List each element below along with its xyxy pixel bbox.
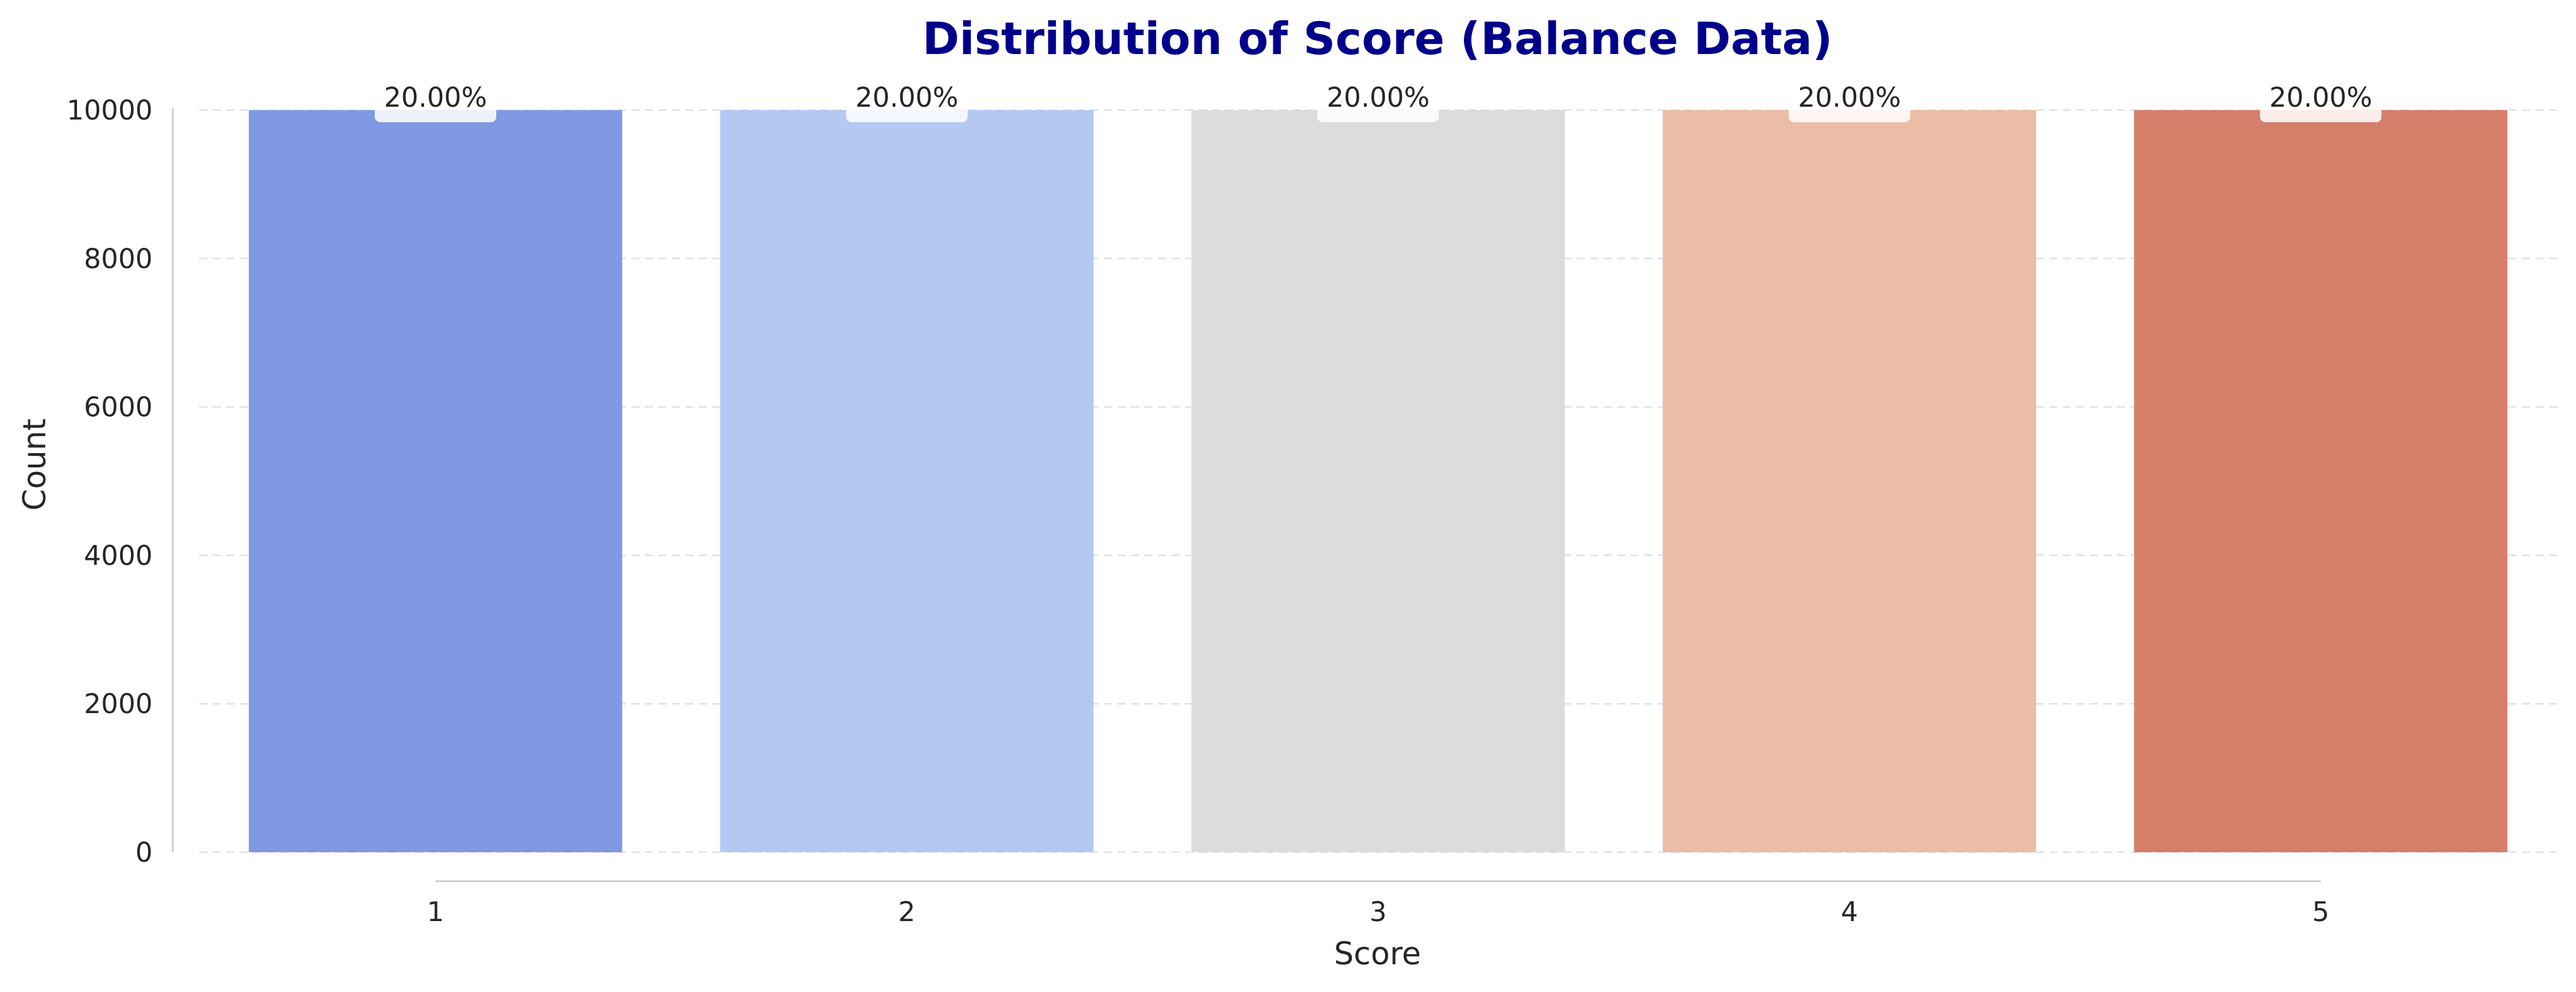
data-label-group: 20.00% bbox=[846, 82, 968, 122]
bar-5 bbox=[2134, 110, 2508, 852]
y-tick-labels: 0 2000 4000 6000 8000 10000 bbox=[67, 95, 153, 868]
data-label-box bbox=[2260, 82, 2382, 122]
bar-4 bbox=[1662, 110, 2036, 852]
bars bbox=[248, 110, 2508, 852]
y-tick-label: 8000 bbox=[84, 244, 153, 275]
x-tick-label: 1 bbox=[427, 897, 444, 928]
chart-title: Distribution of Score (Balance Data) bbox=[922, 13, 1833, 65]
y-tick-label: 10000 bbox=[67, 95, 153, 126]
data-label: 20.00% bbox=[1327, 82, 1430, 113]
x-tick-label: 4 bbox=[1841, 897, 1858, 928]
data-label: 20.00% bbox=[856, 82, 959, 113]
data-label-group: 20.00% bbox=[2260, 82, 2382, 122]
y-tick-label: 6000 bbox=[84, 392, 153, 423]
data-label-group: 20.00% bbox=[375, 82, 496, 122]
bar-3 bbox=[1191, 110, 1565, 852]
axes bbox=[172, 108, 2321, 883]
x-tick-label: 3 bbox=[1369, 897, 1386, 928]
y-tick-label: 4000 bbox=[84, 540, 153, 571]
data-label: 20.00% bbox=[2269, 82, 2373, 113]
x-tick-labels: 1 2 3 4 5 bbox=[427, 897, 2329, 928]
data-label-box bbox=[846, 82, 968, 122]
data-labels: 20.00% 20.00% 20.00% 20.00% 20.00% bbox=[375, 82, 2382, 122]
x-axis-label: Score bbox=[1334, 935, 1421, 972]
y-tick-label: 0 bbox=[136, 837, 153, 868]
bar-1 bbox=[248, 110, 623, 852]
data-label-group: 20.00% bbox=[1789, 82, 1910, 122]
x-tick-label: 5 bbox=[2312, 897, 2329, 928]
data-label-box bbox=[375, 82, 496, 122]
data-label-box bbox=[1789, 82, 1910, 122]
data-label-box bbox=[1317, 82, 1439, 122]
y-tick-label: 2000 bbox=[84, 689, 153, 720]
y-axis-label: Count bbox=[16, 419, 53, 511]
data-label: 20.00% bbox=[384, 82, 488, 113]
x-tick-label: 2 bbox=[898, 897, 915, 928]
bar-2 bbox=[720, 110, 1094, 852]
data-label-group: 20.00% bbox=[1317, 82, 1439, 122]
data-label: 20.00% bbox=[1798, 82, 1901, 113]
